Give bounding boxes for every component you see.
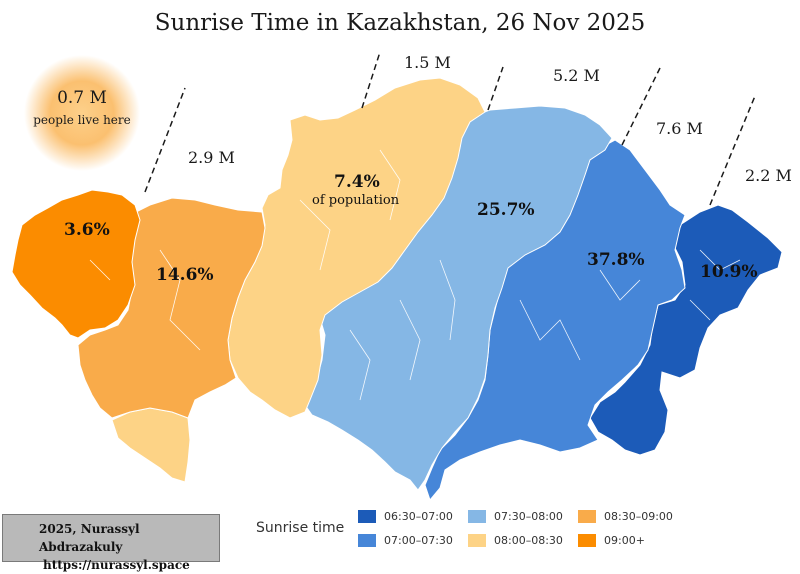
- legend-item-0830: 08:30–09:00: [578, 510, 673, 523]
- legend-title: Sunrise time: [256, 520, 345, 536]
- region-0800-south: [111, 407, 191, 483]
- legend-swatch: [468, 534, 486, 547]
- percent-label-0700: 37.8%: [587, 250, 645, 270]
- leader-line-0700: [621, 67, 661, 146]
- population-label-0800: 1.5 M: [404, 53, 451, 72]
- region-0900: [11, 189, 141, 339]
- legend-item-0700: 07:00–07:30: [358, 534, 453, 547]
- leader-line-0900: [144, 87, 186, 193]
- bubble-population-text: people live here: [33, 113, 131, 127]
- leader-line-0630: [709, 95, 756, 206]
- percent-label-0900: 3.6%: [64, 220, 110, 240]
- legend-item-0730: 07:30–08:00: [468, 510, 563, 523]
- percent-label-0800: 7.4%: [334, 172, 380, 192]
- percent-label-0630: 10.9%: [700, 262, 758, 282]
- legend-label: 07:00–07:30: [384, 534, 453, 547]
- region-0830: [77, 197, 266, 419]
- percent-label-0730: 25.7%: [477, 200, 535, 220]
- population-label-0830: 2.9 M: [188, 148, 235, 167]
- legend-swatch: [358, 534, 376, 547]
- map-title: Sunrise Time in Kazakhstan, 26 Nov 2025: [154, 10, 646, 36]
- legend-item-0800: 08:00–08:30: [468, 534, 563, 547]
- legend-label: 09:00+: [604, 534, 645, 547]
- legend-label: 07:30–08:00: [494, 510, 563, 523]
- legend-swatch: [578, 510, 596, 523]
- population-label-0700: 7.6 M: [656, 119, 703, 138]
- credit-website: https://nurassyl.space: [43, 558, 190, 572]
- legend-item-0900: 09:00+: [578, 534, 645, 547]
- population-bubble: [24, 55, 140, 171]
- percent-label-0830: 14.6%: [156, 265, 214, 285]
- credit-author: 2025, Nurassyl Abdrazakuly: [39, 522, 140, 554]
- population-label-0730: 5.2 M: [553, 66, 600, 85]
- legend-swatch: [358, 510, 376, 523]
- legend-swatch: [468, 510, 486, 523]
- legend-item-0630: 06:30–07:00: [358, 510, 453, 523]
- percent-note-0800: of population: [312, 193, 400, 208]
- legend-swatch: [578, 534, 596, 547]
- legend-label: 06:30–07:00: [384, 510, 453, 523]
- credit-box: 2025, Nurassyl Abdrazakuly https://nuras…: [2, 514, 220, 572]
- population-label-0630: 2.2 M: [745, 166, 792, 185]
- legend-label: 08:00–08:30: [494, 534, 563, 547]
- bubble-population-value: 0.7 M: [57, 88, 107, 108]
- legend-label: 08:30–09:00: [604, 510, 673, 523]
- leader-line-0730: [487, 66, 504, 111]
